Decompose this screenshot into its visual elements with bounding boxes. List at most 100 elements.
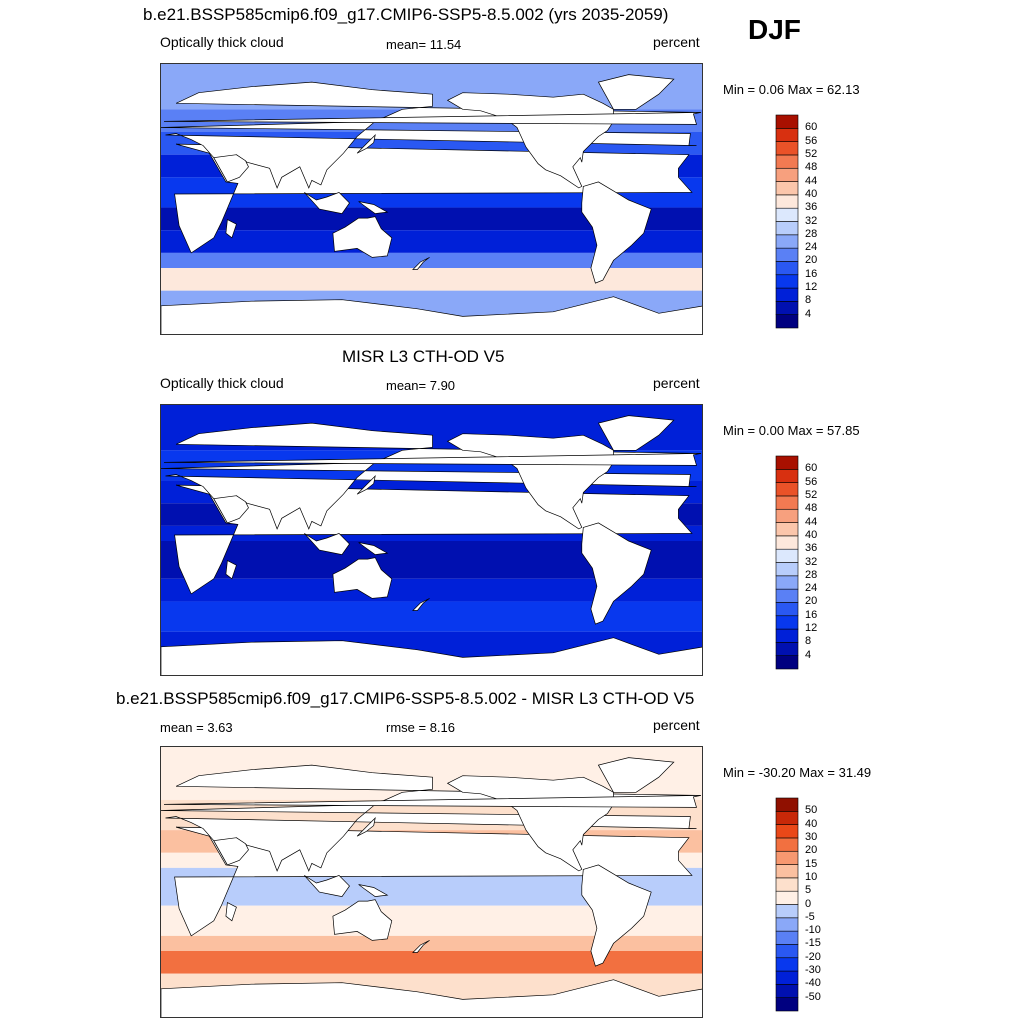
colorbar-tick-label: 36 bbox=[805, 201, 818, 214]
colorbar-segment bbox=[775, 997, 799, 1012]
colorbar-tick-label: 15 bbox=[805, 857, 818, 870]
field-band bbox=[161, 268, 702, 291]
panel-3-title: b.e21.BSSP585cmip6.f09_g17.CMIP6-SSP5-8.… bbox=[116, 689, 695, 708]
colorbar-tick-label: 60 bbox=[805, 121, 818, 134]
colorbar-tick-label: 50 bbox=[805, 804, 818, 817]
continent-indonesia bbox=[304, 874, 350, 897]
colorbar-segment bbox=[775, 917, 799, 932]
colorbar-tick-label: 24 bbox=[805, 241, 818, 254]
panel-3-colorbar: -50 -40 -30 -20 -15 -10 -5 0 5 10 15 20 30 40 50 bbox=[775, 797, 821, 1012]
colorbar-segment bbox=[775, 562, 799, 577]
colorbar-tick-label: 52 bbox=[805, 488, 818, 501]
continent-newguinea bbox=[358, 542, 389, 555]
colorbar-tick-label: 12 bbox=[805, 281, 818, 294]
panel-1-title: b.e21.BSSP585cmip6.f09_g17.CMIP6-SSP5-8.… bbox=[143, 5, 669, 24]
continent-madagascar bbox=[225, 219, 237, 239]
continent-indonesia bbox=[304, 532, 350, 555]
colorbar-segment bbox=[775, 615, 799, 630]
colorbar-tick-label: 56 bbox=[805, 475, 818, 488]
colorbar-tick-label: 52 bbox=[805, 147, 818, 160]
colorbar-tick-label: 48 bbox=[805, 161, 818, 174]
colorbar-segment bbox=[775, 575, 799, 590]
map-field bbox=[161, 747, 702, 1017]
map-field bbox=[161, 64, 702, 334]
continent-australia bbox=[332, 216, 393, 258]
colorbar-tick-label: 30 bbox=[805, 830, 818, 843]
colorbar-segment bbox=[775, 850, 799, 865]
colorbar-tick-label: 32 bbox=[805, 555, 818, 568]
colorbar-tick-label: 0 bbox=[805, 897, 812, 910]
colorbar-tick-label: -20 bbox=[805, 950, 821, 963]
continent-antarctica bbox=[161, 979, 702, 1017]
colorbar-segment bbox=[775, 114, 799, 129]
field-band bbox=[161, 951, 702, 974]
colorbar-tick-label: 44 bbox=[805, 515, 818, 528]
colorbar-tick-label: 60 bbox=[805, 462, 818, 475]
colorbar-segment bbox=[775, 930, 799, 945]
colorbar-tick-label: 40 bbox=[805, 528, 818, 541]
panel-3-rmse: rmse = 8.16 bbox=[386, 720, 456, 735]
continent-antarctica bbox=[161, 637, 702, 675]
colorbar-segment bbox=[775, 234, 799, 249]
colorbar-segment bbox=[775, 984, 799, 998]
colorbar-segment bbox=[775, 301, 799, 315]
colorbar-tick-label: 16 bbox=[805, 267, 818, 280]
continent-madagascar bbox=[225, 902, 237, 922]
colorbar-segment bbox=[775, 877, 799, 892]
field-band bbox=[161, 230, 702, 253]
colorbar-tick-label: 10 bbox=[805, 870, 818, 883]
continent-samerica bbox=[581, 181, 652, 284]
continent-madagascar bbox=[225, 560, 237, 580]
colorbar-segment bbox=[775, 482, 799, 497]
continent-samerica bbox=[581, 522, 652, 625]
field-band bbox=[161, 935, 702, 951]
colorbar-tick-label: 8 bbox=[805, 635, 812, 648]
colorbar-tick-label: 32 bbox=[805, 214, 818, 227]
colorbar-segment bbox=[775, 970, 799, 985]
continent-nz bbox=[412, 598, 430, 611]
continent-greenland bbox=[597, 757, 675, 793]
continent-greenland bbox=[597, 415, 675, 451]
colorbar-segment bbox=[775, 167, 799, 182]
continent-arabia bbox=[213, 154, 249, 183]
field-band bbox=[161, 578, 702, 602]
colorbar-segment bbox=[775, 655, 799, 670]
field-band bbox=[161, 601, 702, 632]
panel-1-mean: mean= 11.54 bbox=[386, 37, 462, 52]
colorbar-tick-label: 20 bbox=[805, 844, 818, 857]
colorbar-segment bbox=[775, 247, 799, 262]
colorbar-tick-label: 24 bbox=[805, 582, 818, 595]
colorbar-tick-label: 48 bbox=[805, 502, 818, 515]
colorbar-segment bbox=[775, 522, 799, 537]
colorbar-tick-label: 36 bbox=[805, 542, 818, 555]
colorbar-segment bbox=[775, 314, 799, 329]
continent-uk bbox=[163, 795, 702, 808]
panel-2-variable-label: Optically thick cloud bbox=[160, 375, 284, 391]
colorbar-segment bbox=[775, 824, 799, 839]
colorbar-segment bbox=[775, 535, 799, 550]
colorbar-tick-label: -15 bbox=[805, 937, 821, 950]
colorbar-segment bbox=[775, 548, 799, 563]
colorbar-segment bbox=[775, 890, 799, 905]
colorbar-segment bbox=[775, 194, 799, 209]
panel-2-map bbox=[160, 404, 703, 676]
colorbar-segment bbox=[775, 181, 799, 196]
continent-eurasia bbox=[161, 422, 697, 530]
panel-2-colorbar: 4 8 12 16 20 24 28 32 36 40 44 48 52 56 60 bbox=[775, 455, 817, 670]
continent-newguinea bbox=[358, 201, 389, 214]
colorbar-tick-label: -5 bbox=[805, 910, 815, 923]
colorbar-segment bbox=[775, 642, 799, 656]
colorbar-segment bbox=[775, 287, 799, 302]
continent-samerica bbox=[581, 864, 652, 967]
colorbar-tick-label: 44 bbox=[805, 174, 818, 187]
continent-arabia bbox=[213, 837, 249, 866]
panel-1-colorbar: 4 8 12 16 20 24 28 32 36 40 44 48 52 56 60 bbox=[775, 114, 817, 329]
colorbar-segment bbox=[775, 221, 799, 236]
panel-2-minmax: Min = 0.00 Max = 57.85 bbox=[723, 423, 860, 438]
map-field bbox=[161, 405, 702, 675]
continent-nz bbox=[412, 257, 430, 270]
panel-1-map bbox=[160, 63, 703, 335]
colorbar-tick-label: 56 bbox=[805, 134, 818, 147]
colorbar-segment bbox=[775, 469, 799, 483]
colorbar-segment bbox=[775, 154, 799, 169]
